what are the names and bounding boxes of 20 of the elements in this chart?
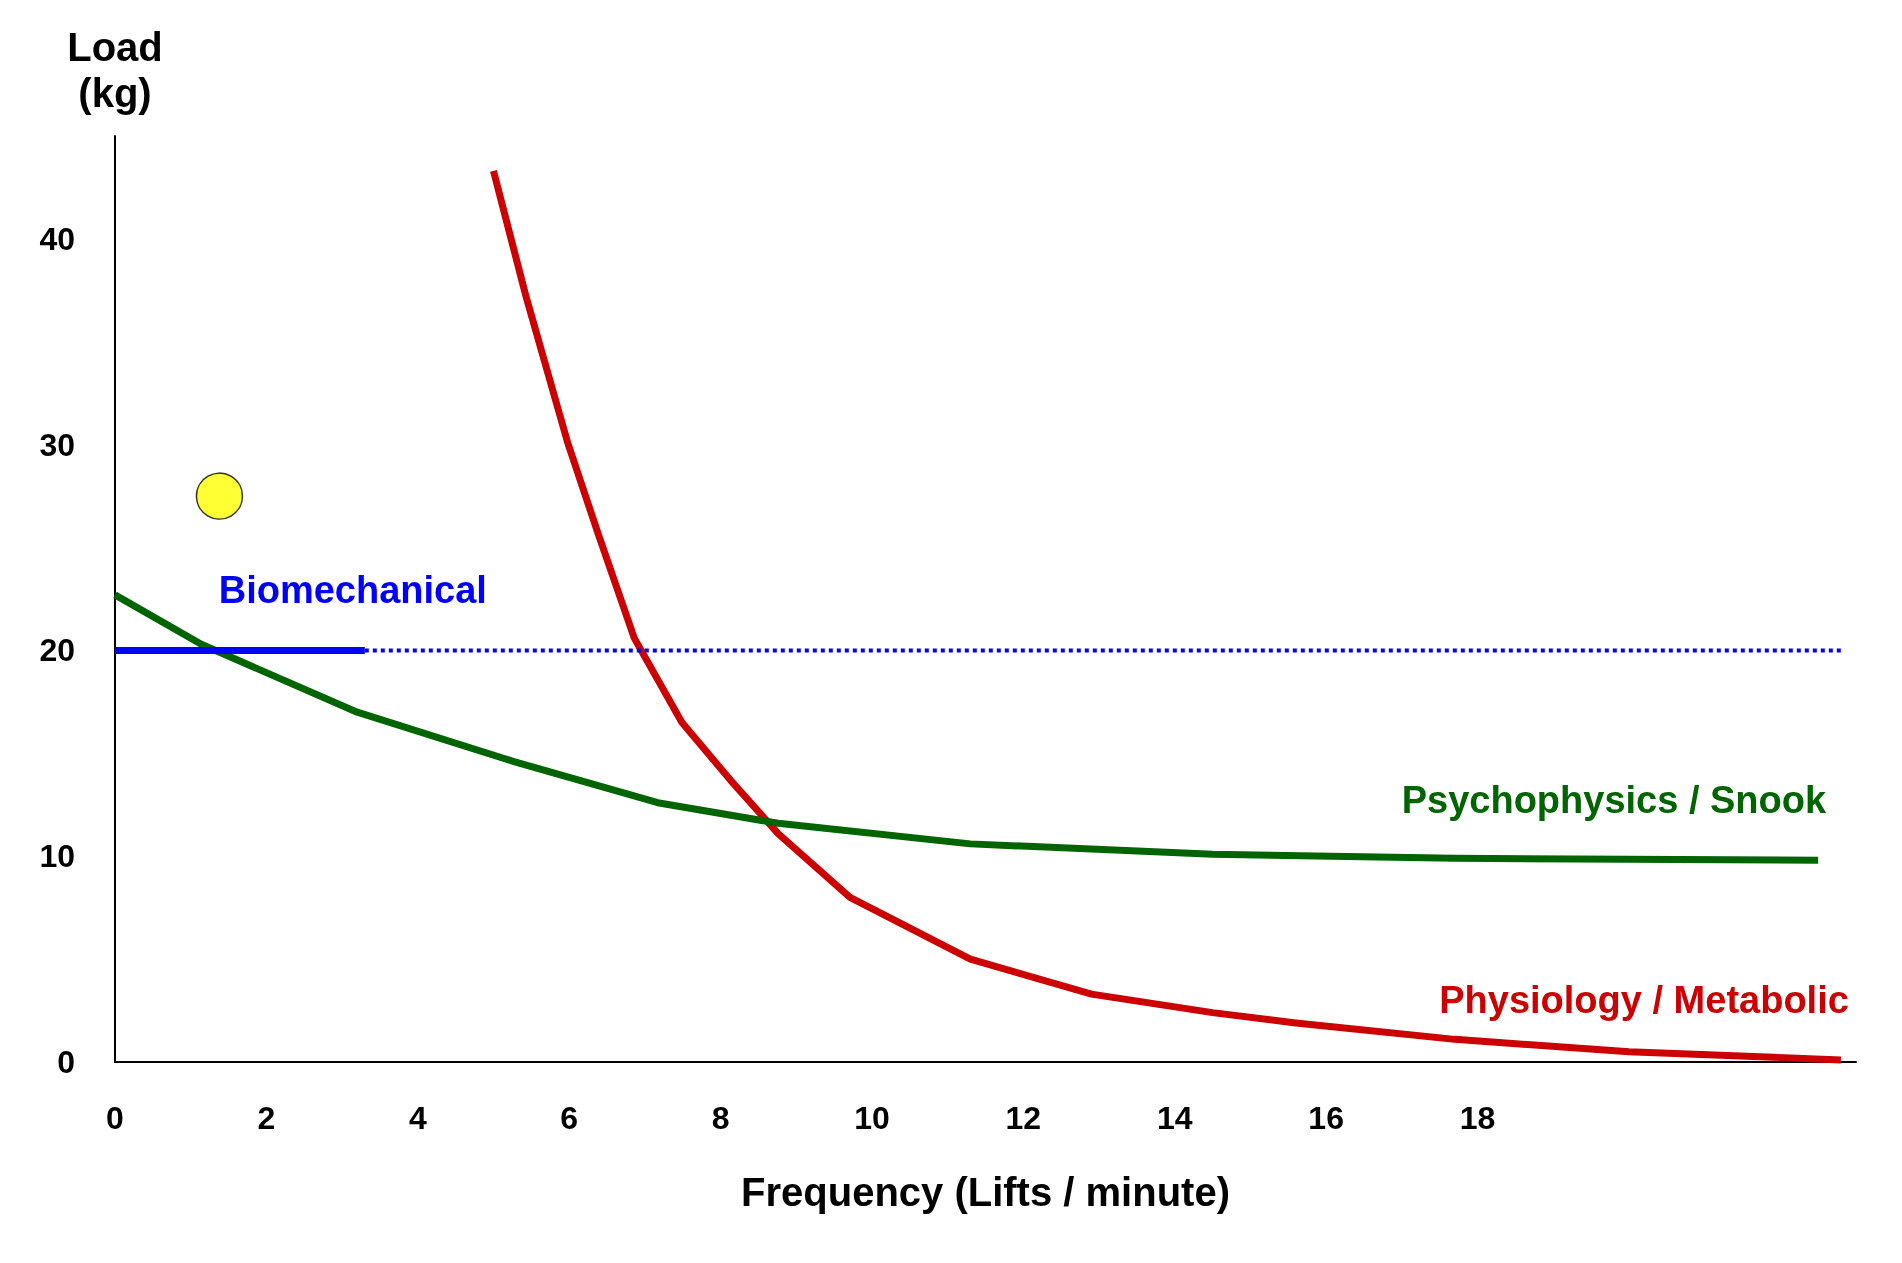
y-axis-title: Load (kg) (67, 25, 163, 115)
x-tick-label: 4 (408, 1100, 427, 1136)
x-tick-label: 16 (1308, 1100, 1344, 1136)
x-tick-label: 10 (854, 1100, 890, 1136)
series-label: Biomechanical (218, 569, 487, 612)
y-tick-label: 10 (39, 838, 75, 875)
series-label: Physiology / Metabolic (1439, 978, 1849, 1021)
x-tick-label: 2 (257, 1100, 276, 1136)
x-tick-label: 14 (1156, 1100, 1193, 1136)
x-tick-label: 0 (106, 1100, 124, 1136)
x-axis-title: Frequency (Lifts / minute) (741, 1170, 1230, 1214)
y-tick-label: 30 (39, 426, 75, 463)
y-tick-label: 40 (39, 220, 75, 257)
x-tick-label: 8 (711, 1100, 730, 1136)
x-tick-label: 18 (1459, 1100, 1496, 1136)
y-tick-label: 20 (39, 632, 75, 669)
series-label: Psychophysics / Snook (1401, 779, 1828, 822)
x-tick-label: 6 (560, 1100, 579, 1136)
x-tick-label: 12 (1005, 1100, 1042, 1136)
y-tick-label: 0 (57, 1044, 75, 1080)
